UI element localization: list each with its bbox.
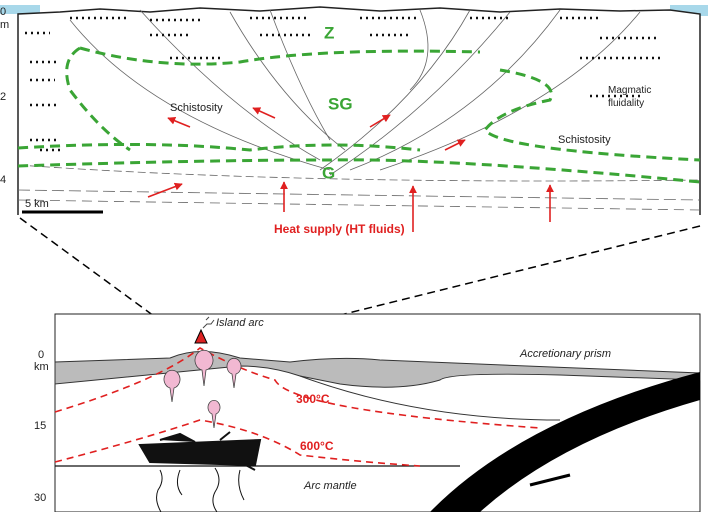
accretionary-prism	[54, 351, 701, 388]
slip-arrow	[529, 473, 571, 487]
dots	[25, 16, 660, 152]
heat-arrows	[147, 107, 554, 232]
intrusive-complex	[138, 431, 262, 471]
schistosity-label: Schistosity	[558, 134, 611, 146]
veins	[156, 467, 245, 512]
heat-supply-label: Heat supply (HT fluids)	[274, 222, 405, 236]
slab	[430, 372, 700, 512]
magma-diapirs	[163, 349, 242, 429]
section-outline	[17, 6, 701, 215]
depth-tick: 2	[0, 91, 6, 103]
plume	[202, 316, 215, 329]
isotherm-label: 600°C	[300, 439, 334, 453]
depth-tick: 0	[0, 6, 6, 18]
top-panel	[0, 5, 708, 232]
depth-unit: km	[34, 361, 49, 373]
zone-label: G	[322, 163, 335, 182]
depth-tick: 0	[38, 349, 44, 361]
schistosity-label: Schistosity	[170, 102, 223, 114]
fluidality-label: Magmatic fluidality	[608, 85, 652, 109]
prism-label: Accretionary prism	[519, 348, 611, 360]
volcano	[194, 328, 208, 344]
depth-unit: m	[0, 19, 9, 31]
isotherms	[54, 347, 541, 467]
zone-label: SG	[328, 94, 353, 113]
bottom-panel	[54, 313, 701, 512]
zone-boundaries	[17, 46, 701, 184]
depth-tick: 30	[34, 492, 46, 504]
zone-label: Z	[324, 23, 334, 42]
depth-tick: 4	[0, 174, 6, 186]
island-arc-label: Island arc	[216, 317, 264, 329]
scale-label: 5 km	[25, 198, 49, 210]
arc-mantle-label: Arc mantle	[303, 480, 357, 492]
prism-base	[299, 375, 561, 421]
isotherm-label: 300°C	[296, 392, 330, 406]
depth-tick: 15	[34, 420, 46, 432]
